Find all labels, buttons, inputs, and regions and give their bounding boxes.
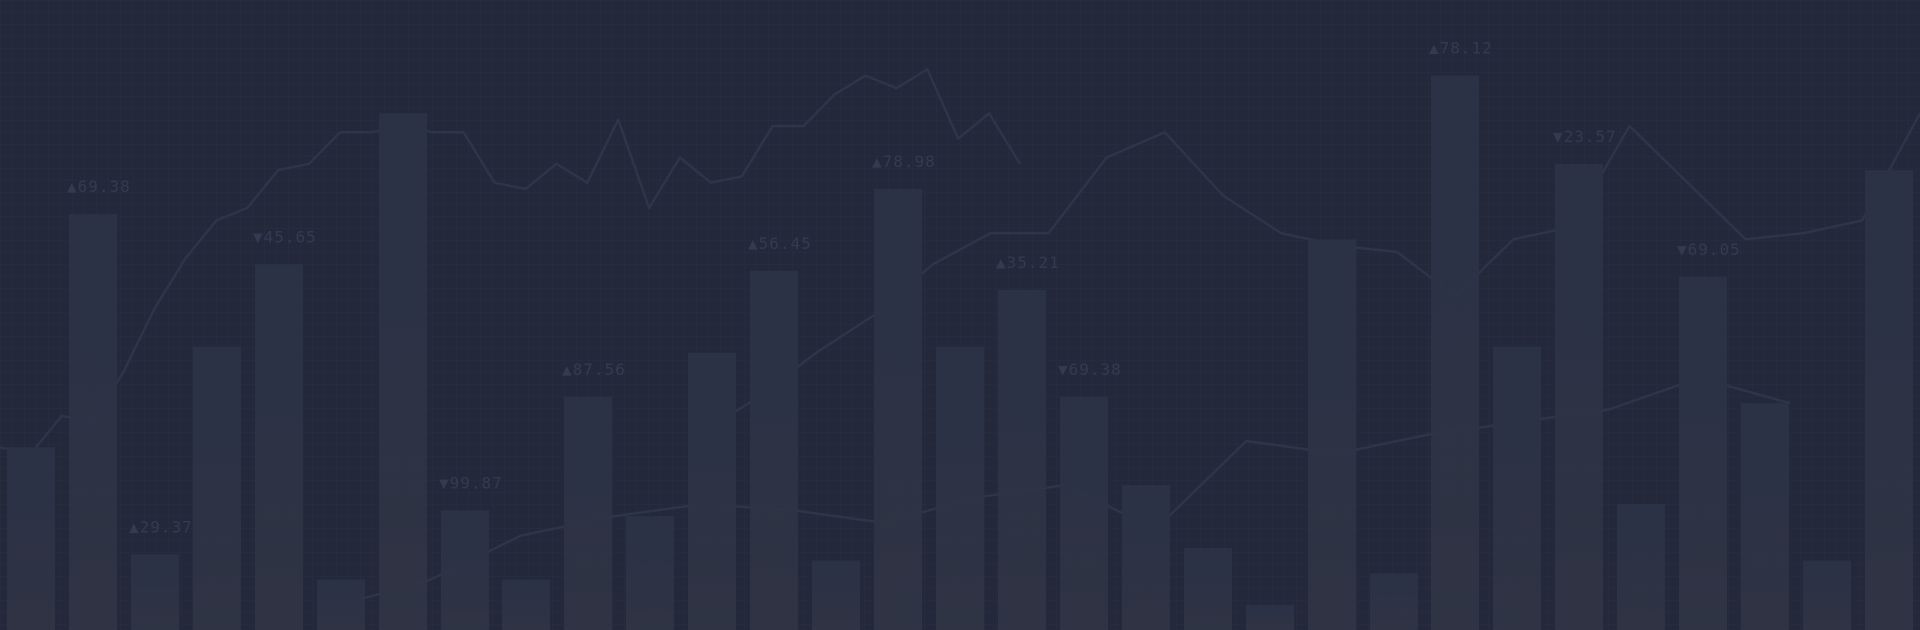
bar-grid — [936, 346, 984, 630]
bar-value-label: ▲87.56 — [562, 360, 626, 379]
bar-grid — [1555, 163, 1603, 630]
bar-value-label: ▲69.38 — [67, 177, 131, 196]
label-layer: ▲69.38 ▲29.37 ▼45.65 ▼99.87 ▲87.56 ▲56.45 ▲78.… — [67, 39, 1741, 537]
bar-grid — [1493, 346, 1541, 630]
bar-grid — [626, 516, 674, 630]
bar-grid — [7, 447, 55, 630]
bar-grid — [379, 113, 427, 630]
bar-grid — [1617, 504, 1665, 630]
bar-grid — [131, 554, 179, 630]
trend-line-trend-a — [0, 68, 1022, 455]
bar-grid — [812, 560, 860, 630]
bar-grid — [750, 270, 798, 630]
bar-grid — [564, 396, 612, 630]
bar-grid — [1370, 573, 1418, 630]
bar-grid — [255, 264, 303, 630]
bar-grid — [688, 352, 736, 630]
bar-value-label: ▼69.05 — [1677, 240, 1741, 259]
bar-grid — [874, 189, 922, 630]
bar-grid — [1741, 403, 1789, 630]
bar-value-label: ▼69.38 — [1058, 360, 1122, 379]
bar-grid — [1184, 548, 1232, 630]
bar-value-label: ▲56.45 — [748, 234, 812, 253]
bar-value-label: ▼45.65 — [253, 228, 317, 247]
bar-grid — [1308, 239, 1356, 630]
bar-layer — [7, 75, 1913, 630]
bar-grid — [1060, 396, 1108, 630]
bar-value-label: ▼23.57 — [1553, 127, 1617, 146]
bar-value-label: ▲35.21 — [996, 253, 1060, 272]
bar-grid — [1246, 604, 1294, 630]
bar-grid — [317, 579, 365, 630]
bar-value-label: ▲78.12 — [1429, 39, 1493, 58]
bar-grid — [69, 214, 117, 630]
bar-grid — [193, 346, 241, 630]
bar-value-label: ▼99.87 — [439, 473, 503, 492]
bar-grid — [1679, 277, 1727, 630]
bar-grid — [1431, 75, 1479, 630]
bar-grid — [441, 510, 489, 630]
bar-grid — [998, 289, 1046, 630]
bar-grid — [1803, 560, 1851, 630]
bar-grid — [1122, 485, 1170, 630]
bar-value-label: ▲29.37 — [129, 517, 193, 536]
bar-value-label: ▲78.98 — [872, 152, 936, 171]
bar-grid — [1865, 170, 1913, 630]
bar-grid — [502, 579, 550, 630]
